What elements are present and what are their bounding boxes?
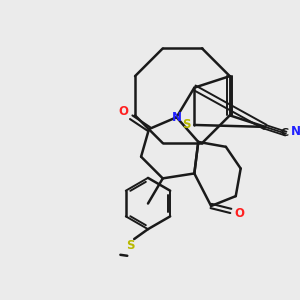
Text: N: N [172, 111, 182, 124]
Text: O: O [235, 207, 245, 220]
Text: O: O [118, 105, 128, 118]
Text: N: N [291, 125, 300, 138]
Text: S: S [126, 239, 134, 252]
Text: S: S [182, 118, 191, 131]
Text: C: C [281, 128, 289, 138]
